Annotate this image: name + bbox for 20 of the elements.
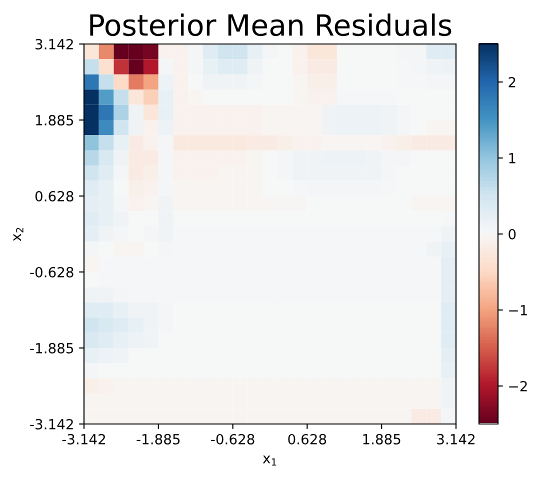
color-bar-label: −2 <box>509 380 527 392</box>
x-axis-title: x$_{1}$ <box>262 456 276 466</box>
y-tick-label: -1.885 <box>30 342 74 354</box>
y-tick-label: -3.142 <box>30 418 73 430</box>
x-tick-label: -1.885 <box>136 434 180 444</box>
y-axis-title: x$_{2}$ <box>13 228 24 242</box>
y-tick-label: 3.142 <box>36 38 73 50</box>
y-tick-label: 0.628 <box>35 190 74 202</box>
x-tick-label: -3.142 <box>62 434 105 444</box>
x-tick-label: 0.628 <box>288 434 326 444</box>
x-tick-label: 3.142 <box>437 434 474 444</box>
x-tick-label: 1.885 <box>363 434 400 444</box>
color-bar-label: 2 <box>508 76 516 88</box>
y-tick-label: -0.628 <box>30 266 74 278</box>
color-bar-label: 1 <box>509 153 516 164</box>
color-bar-label: 0 <box>508 228 516 240</box>
chart-title: Posterior Mean Residuals <box>90 14 452 36</box>
color-bar-label: −1 <box>509 305 527 316</box>
x-tick-label: -0.628 <box>211 434 254 444</box>
y-tick-label: 1.885 <box>36 114 74 126</box>
